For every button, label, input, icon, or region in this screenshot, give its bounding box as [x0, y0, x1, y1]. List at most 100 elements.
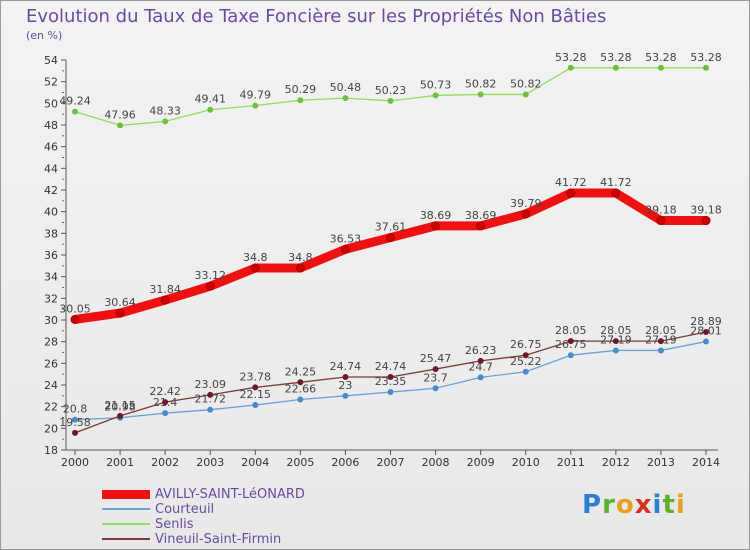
data-label: 34.8 [243, 251, 268, 264]
proxiti-logo: Proxiti [582, 490, 686, 520]
x-tick-label: 2011 [557, 456, 585, 469]
data-label: 23.09 [194, 378, 226, 391]
data-point [72, 108, 78, 115]
data-point [431, 221, 441, 231]
series-line [70, 188, 711, 324]
x-tick-label: 2001 [106, 456, 134, 469]
data-point [340, 244, 350, 254]
data-label: 23.78 [240, 370, 272, 383]
data-label: 39.18 [690, 204, 722, 217]
data-label: 49.24 [59, 95, 91, 108]
legend-label: Vineuil-Saint-Firmin [155, 532, 282, 547]
logo-letter: o [615, 490, 635, 520]
data-point [250, 263, 260, 273]
data-label: 31.84 [149, 283, 181, 296]
data-label: 28.05 [600, 324, 632, 337]
data-label: 22.66 [285, 383, 317, 396]
data-label: 30.05 [59, 302, 91, 315]
data-point [117, 122, 124, 129]
data-point [207, 391, 214, 398]
data-point [476, 221, 486, 231]
data-label: 25.22 [510, 355, 542, 368]
data-label: 38.69 [465, 209, 497, 222]
data-point [162, 118, 169, 125]
data-point [342, 392, 349, 399]
data-point [297, 396, 304, 403]
y-tick-label: 34 [44, 271, 58, 284]
data-label: 53.28 [555, 51, 587, 64]
data-point [522, 352, 529, 359]
data-label: 21.15 [104, 399, 136, 412]
y-tick-label: 46 [44, 141, 58, 154]
x-tick-label: 2006 [331, 456, 359, 469]
logo-letter: P [582, 490, 603, 520]
data-label: 24.7 [468, 360, 493, 373]
data-label: 37.61 [375, 221, 407, 234]
x-tick-label: 2008 [422, 456, 450, 469]
legend-item: AVILLY-SAINT-LéONARD [102, 487, 402, 502]
data-label: 49.79 [240, 89, 272, 102]
data-point [521, 209, 531, 219]
y-tick-label: 50 [44, 97, 58, 110]
data-point [115, 308, 125, 318]
data-label: 53.28 [645, 51, 677, 64]
legend-item: Senlis [102, 517, 402, 532]
data-point [252, 102, 259, 109]
data-point [567, 64, 574, 71]
data-label: 20.8 [63, 403, 88, 416]
data-point [207, 106, 214, 113]
data-point [703, 338, 709, 345]
data-point [162, 399, 169, 406]
logo-letter: x [634, 490, 653, 520]
legend-swatch [102, 523, 150, 525]
data-label: 30.64 [104, 296, 136, 309]
data-point [297, 379, 304, 386]
data-label: 53.28 [690, 51, 722, 64]
x-tick-label: 2007 [377, 456, 405, 469]
data-point [162, 410, 169, 417]
data-label: 23 [338, 379, 352, 392]
x-tick-label: 2002 [151, 456, 179, 469]
legend-swatch [102, 538, 150, 540]
data-label: 33.12 [194, 269, 226, 282]
data-label: 38.69 [420, 209, 452, 222]
data-point [567, 338, 574, 345]
x-tick-label: 2012 [602, 456, 630, 469]
x-tick-label: 2010 [512, 456, 540, 469]
data-label: 50.48 [330, 81, 362, 94]
data-label: 25.47 [420, 352, 452, 365]
data-point [703, 64, 709, 71]
legend-label: Senlis [155, 517, 194, 532]
data-point [566, 188, 576, 198]
data-point [432, 92, 439, 99]
data-label: 41.72 [555, 176, 587, 189]
chart-unit-label: (en %) [26, 29, 63, 42]
y-tick-label: 24 [44, 379, 58, 392]
data-label: 23.35 [375, 375, 407, 388]
data-label: 26.75 [510, 338, 542, 351]
y-tick-label: 38 [44, 227, 58, 240]
x-tick-label: 2000 [61, 456, 89, 469]
data-point [701, 216, 711, 226]
data-label: 36.53 [330, 232, 362, 245]
legend: AVILLY-SAINT-LéONARD Courteuil Senlis Vi… [102, 487, 402, 547]
data-point [386, 233, 395, 243]
data-point [477, 374, 484, 381]
data-point [72, 429, 78, 436]
data-label: 24.74 [330, 360, 362, 373]
data-point [387, 97, 394, 104]
data-label: 39.18 [645, 204, 677, 217]
data-point [477, 357, 484, 364]
data-point [387, 373, 394, 380]
chart-title: Evolution du Taux de Taxe Foncière sur l… [26, 6, 607, 27]
data-label: 22.42 [149, 385, 181, 398]
y-tick-label: 36 [44, 249, 58, 262]
data-label: 28.05 [645, 324, 677, 337]
x-tick-label: 2009 [467, 456, 495, 469]
x-tick-label: 2003 [196, 456, 224, 469]
data-point [205, 281, 215, 291]
data-label: 22.15 [240, 388, 272, 401]
y-tick-label: 20 [44, 422, 58, 435]
